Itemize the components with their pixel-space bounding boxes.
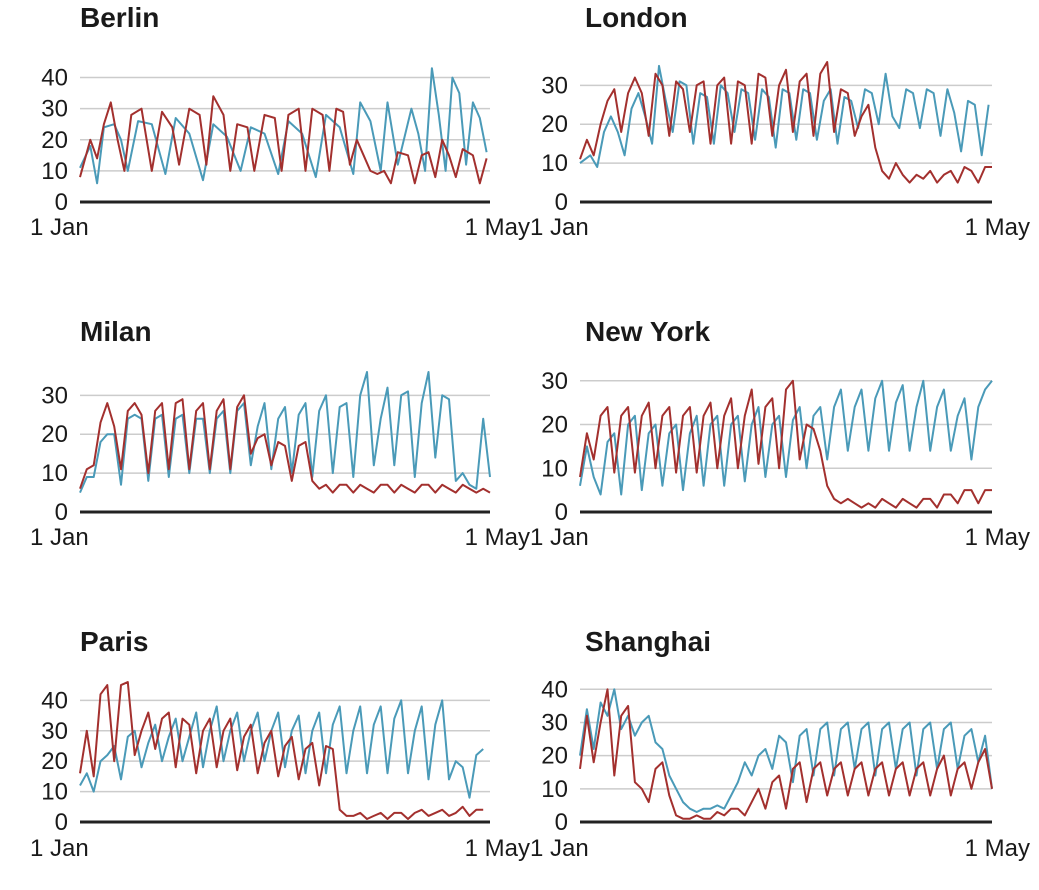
- y-tick-label: 10: [541, 455, 568, 482]
- series-line: [579, 379, 993, 496]
- series-line: [79, 371, 491, 493]
- y-tick-label: 0: [555, 189, 568, 216]
- series-line: [579, 379, 992, 509]
- y-tick-label: 0: [55, 189, 68, 216]
- chart-svg: 0 10 20 30 40 1 Jan 1 May: [30, 681, 530, 862]
- chart-title: Milan: [80, 316, 152, 347]
- chart-svg: 0 10 20 30 40 1 Jan 1 May: [30, 65, 530, 241]
- y-tick-label: 0: [55, 809, 68, 836]
- y-tick-label: 0: [55, 499, 68, 526]
- x-tick-label: 1 Jan: [530, 835, 589, 862]
- series-line: [579, 688, 993, 820]
- series-line: [79, 394, 491, 494]
- y-tick-label: 20: [41, 748, 68, 775]
- y-tick-label: 40: [541, 676, 568, 703]
- chart-title: Berlin: [80, 2, 160, 33]
- series-line: [579, 64, 990, 168]
- chart-title: Paris: [80, 626, 149, 657]
- series-line: [79, 95, 488, 185]
- chart-svg: 0 10 20 30 1 Jan 1 May: [530, 61, 1030, 241]
- x-tick-label: 1 Jan: [30, 524, 89, 551]
- series-line: [79, 67, 488, 185]
- x-tick-label: 1 May: [965, 835, 1030, 862]
- y-tick-label: 20: [541, 743, 568, 770]
- y-tick-label: 20: [41, 421, 68, 448]
- series-line: [579, 61, 992, 184]
- chart-panel-new-york: New York 0 10 20 30 1 Jan 1 May: [530, 310, 1030, 580]
- chart-panel-london: London 0 10 20 30 1 Jan 1 May: [530, 0, 1030, 270]
- y-tick-label: 10: [41, 779, 68, 806]
- y-tick-label: 10: [541, 150, 568, 177]
- y-tick-label: 40: [41, 687, 68, 714]
- series-line: [79, 681, 484, 820]
- y-tick-label: 40: [41, 65, 68, 92]
- chart-svg: 0 10 20 30 40 1 Jan 1 May: [530, 676, 1030, 862]
- chart-svg: 0 10 20 30 1 Jan 1 May: [530, 368, 1030, 551]
- series-line: [579, 688, 993, 813]
- chart-title: London: [585, 2, 688, 33]
- chart-title: Shanghai: [585, 626, 712, 657]
- y-tick-label: 30: [41, 718, 68, 745]
- y-tick-label: 20: [41, 127, 68, 154]
- y-tick-label: 30: [41, 382, 68, 409]
- x-tick-label: 1 Jan: [530, 214, 589, 241]
- chart-panel-paris: Paris 0 10 20 30 40 1 Jan 1 May: [30, 620, 530, 890]
- y-tick-label: 10: [41, 460, 68, 487]
- y-tick-label: 20: [541, 111, 568, 138]
- series-line: [79, 699, 484, 799]
- y-tick-label: 30: [41, 96, 68, 123]
- chart-panel-milan: Milan 0 10 20 30 1 Jan 1 May: [30, 310, 530, 580]
- y-tick-label: 20: [541, 412, 568, 439]
- y-tick-label: 10: [41, 158, 68, 185]
- x-tick-label: 1 Jan: [30, 214, 89, 241]
- chart-svg: 0 10 20 30 1 Jan 1 May: [30, 371, 530, 551]
- y-tick-label: 30: [541, 72, 568, 99]
- x-tick-label: 1 Jan: [530, 524, 589, 551]
- y-tick-label: 0: [555, 499, 568, 526]
- chart-title: New York: [585, 316, 711, 347]
- x-tick-label: 1 May: [465, 835, 530, 862]
- y-tick-label: 30: [541, 709, 568, 736]
- x-tick-label: 1 Jan: [30, 835, 89, 862]
- y-tick-label: 30: [541, 368, 568, 395]
- y-tick-label: 0: [555, 809, 568, 836]
- x-tick-label: 1 May: [965, 524, 1030, 551]
- y-tick-label: 10: [541, 776, 568, 803]
- x-tick-label: 1 May: [465, 524, 530, 551]
- x-tick-label: 1 May: [465, 214, 530, 241]
- x-tick-label: 1 May: [965, 214, 1030, 241]
- chart-panel-berlin: Berlin 0 10 20 30 40 1 Jan 1 May: [30, 0, 530, 270]
- chart-panel-shanghai: Shanghai 0 10 20 30 40 1 Jan 1 May: [530, 620, 1030, 890]
